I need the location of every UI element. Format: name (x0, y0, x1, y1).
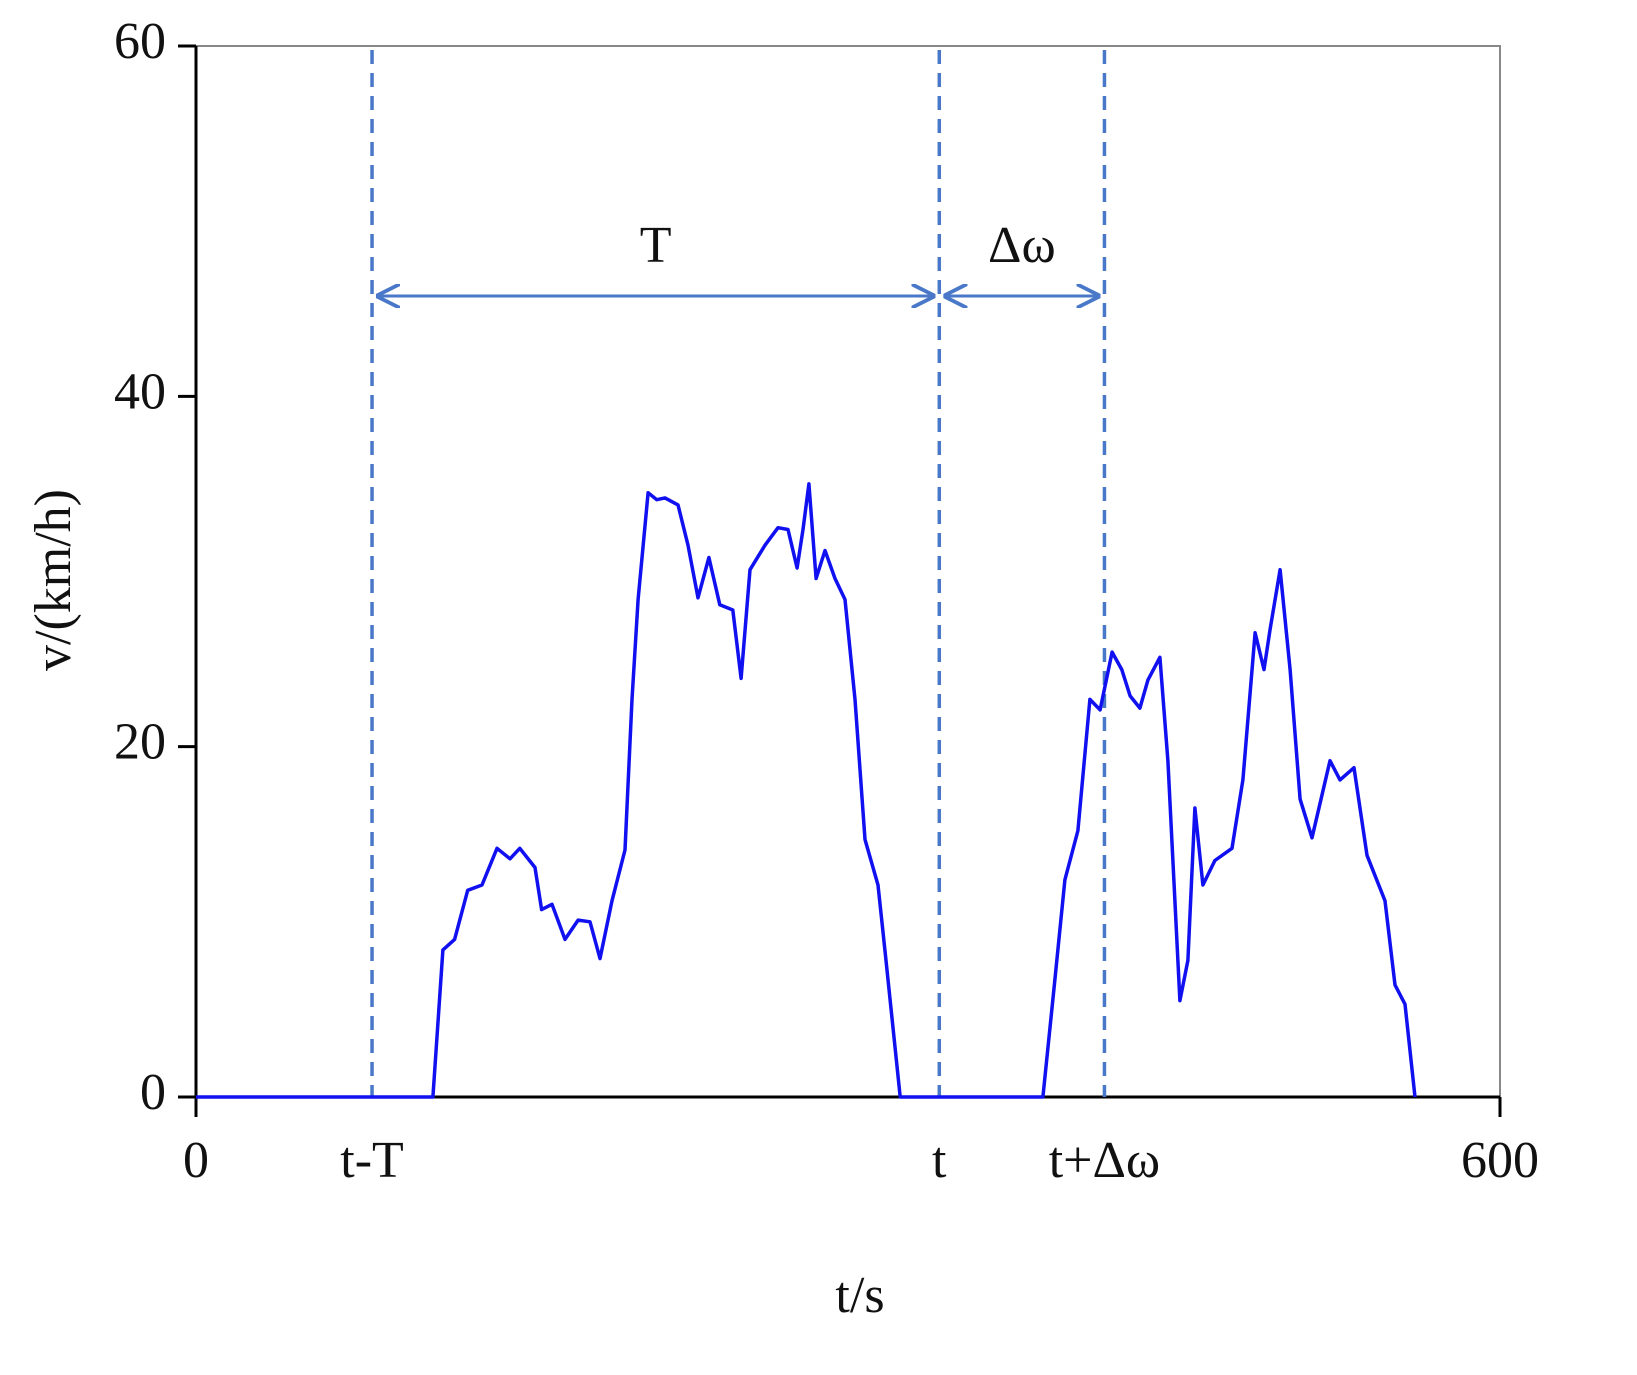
plot-frame (195, 45, 1501, 1098)
y-tick-label: 40 (114, 363, 166, 420)
x-tick-label: t-T (340, 1132, 404, 1189)
x-tick-label: 600 (1461, 1132, 1539, 1189)
annotation: Δω (988, 217, 1056, 274)
series-line (196, 482, 1417, 1099)
x-axis-label: t/s (835, 1267, 884, 1324)
x-tick-label: t+Δω (1049, 1132, 1160, 1189)
y-axis-label: v/(km/h) (25, 489, 82, 671)
y-tick-label: 20 (114, 714, 166, 771)
y-tick-label: 60 (114, 13, 166, 70)
x-tick-label: t (932, 1132, 947, 1189)
x-tick-label: 0 (183, 1132, 209, 1189)
annotation: T (640, 217, 672, 274)
y-tick-label: 0 (140, 1064, 166, 1121)
